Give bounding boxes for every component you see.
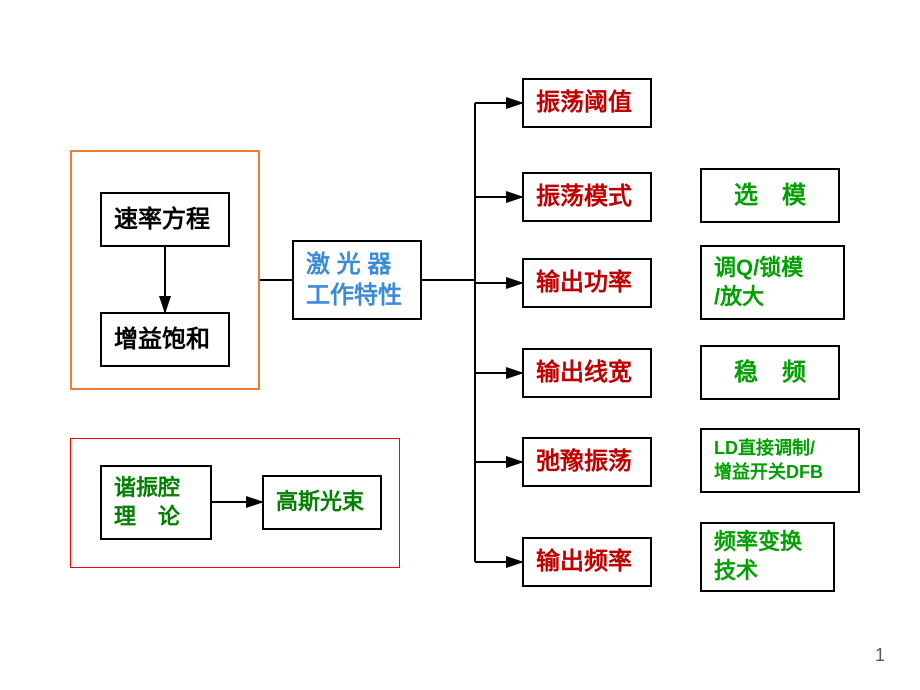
node-gaussian: 高斯光束 [262,475,382,530]
node-ldmod: LD直接调制/ 增益开关DFB [700,428,860,493]
node-label: 高斯光束 [276,488,364,517]
node-label: 谐振腔 理 论 [114,474,180,531]
node-label: LD直接调制/ 增益开关DFB [714,437,823,484]
node-label: 激 光 器 工作特性 [306,249,402,311]
node-linewidth: 输出线宽 [522,348,652,398]
node-freqstab: 稳 频 [700,345,840,400]
node-label: 弛豫振荡 [536,446,632,477]
node-label: 振荡阈值 [536,87,632,118]
node-label: 输出频率 [536,546,632,577]
node-label: 增益饱和 [114,324,210,355]
node-relax: 弛豫振荡 [522,437,652,487]
node-label: 输出功率 [536,267,632,298]
node-threshold: 振荡阈值 [522,78,652,128]
node-laser: 激 光 器 工作特性 [292,240,422,320]
page-number-text: 1 [875,645,885,665]
node-label: 调Q/锁模 /放大 [714,254,803,311]
node-gain-sat: 增益饱和 [100,312,230,367]
node-cavity: 谐振腔 理 论 [100,465,212,540]
node-oscmode: 振荡模式 [522,172,652,222]
page-number: 1 [875,645,885,666]
node-outfreq: 输出频率 [522,537,652,587]
node-label: 频率变换 技术 [714,528,802,585]
node-outpower: 输出功率 [522,258,652,308]
node-label: 振荡模式 [536,181,632,212]
node-modesel: 选 模 [700,168,840,223]
node-label: 稳 频 [734,357,806,388]
node-rate-eq: 速率方程 [100,192,230,247]
node-qswitch: 调Q/锁模 /放大 [700,245,845,320]
node-label: 输出线宽 [536,357,632,388]
node-freqconv: 频率变换 技术 [700,522,835,592]
node-label: 选 模 [734,180,806,211]
node-label: 速率方程 [114,204,210,235]
